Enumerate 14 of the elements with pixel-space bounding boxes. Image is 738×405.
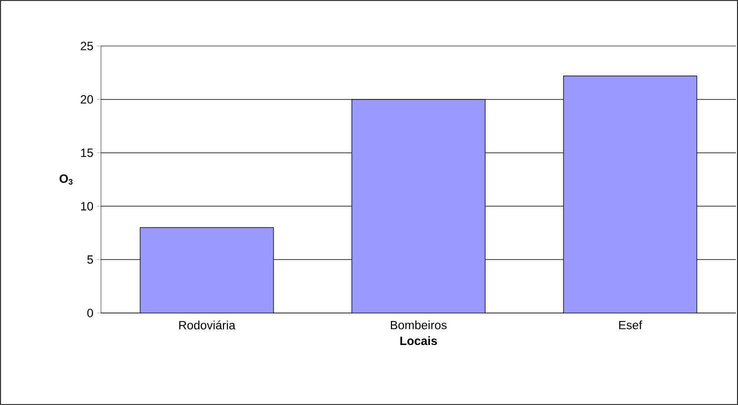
x-axis-title: Locais: [400, 336, 437, 346]
y-tick-label: 15: [81, 148, 93, 157]
bar: [563, 76, 698, 313]
x-tick-label: Rodoviária: [179, 320, 236, 330]
bar: [140, 227, 274, 313]
x-tick-label: Esef: [619, 320, 642, 330]
y-axis-title: O$_{3}$: [60, 174, 73, 185]
y-tick-label: 0: [87, 308, 94, 318]
bar: [352, 99, 486, 313]
y-tick-label: 10: [81, 202, 94, 210]
y-tick-label: 20: [80, 95, 94, 104]
y-tick-label: 5: [87, 255, 93, 264]
y-tick-label: 25: [80, 42, 93, 50]
x-tick-label: Bombeiros: [390, 320, 447, 330]
